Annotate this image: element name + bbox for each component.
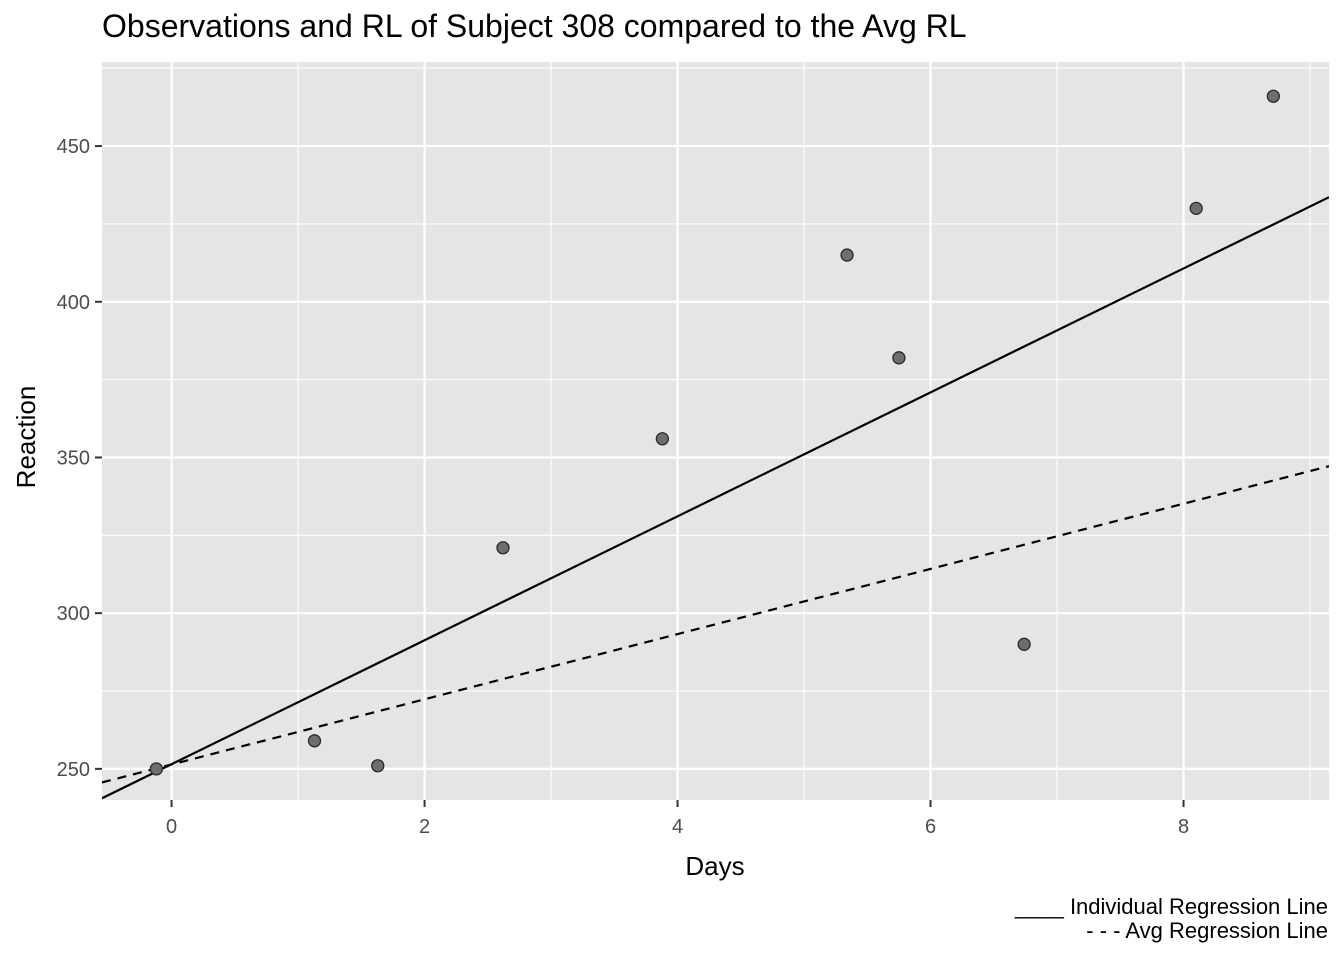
data-point [307, 734, 322, 748]
y-tick-label: 400 [57, 292, 90, 314]
data-point [840, 248, 854, 262]
data-point [496, 541, 510, 555]
x-tick-label: 8 [1178, 816, 1189, 838]
y-axis-label: Reaction [11, 386, 41, 489]
y-tick-label: 350 [57, 447, 90, 469]
avg-regression-line [102, 465, 1329, 784]
x-axis-label: Days [685, 851, 744, 881]
major-grid [102, 62, 1329, 800]
y-tick-label: 300 [57, 603, 90, 625]
x-tick-label: 4 [672, 816, 683, 838]
x-tick-label: 6 [925, 816, 936, 838]
y-axis: 250 300 350 400 450 [57, 136, 102, 781]
x-tick-label: 2 [419, 816, 430, 838]
data-point [149, 762, 164, 776]
regression-lines [102, 196, 1329, 800]
data-point [655, 432, 670, 446]
data-points [149, 89, 1280, 776]
legend-avg-line: - - - Avg Regression Line [1086, 918, 1328, 943]
y-tick-label: 450 [57, 136, 90, 158]
x-tick-label: 0 [166, 816, 177, 838]
data-point [371, 759, 385, 773]
chart-title: Observations and RL of Subject 308 compa… [102, 8, 967, 44]
legend-individual-line: ____ Individual Regression Line [1014, 894, 1328, 919]
y-tick-label: 250 [57, 759, 90, 781]
data-point [892, 351, 906, 365]
data-point [1017, 637, 1031, 651]
minor-grid [102, 62, 1329, 800]
data-point [1266, 89, 1280, 103]
plot-panel [102, 62, 1329, 800]
data-point [1189, 201, 1203, 216]
individual-regression-line [102, 196, 1329, 800]
x-axis: 0 2 4 6 8 [166, 800, 1189, 838]
